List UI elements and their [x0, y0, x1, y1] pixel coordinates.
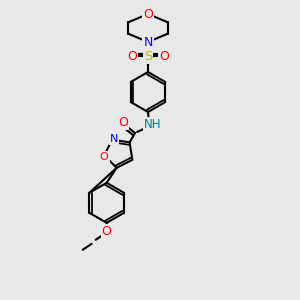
Text: O: O: [143, 8, 153, 20]
Text: N: N: [143, 35, 153, 49]
Text: O: O: [118, 116, 128, 128]
Text: O: O: [100, 152, 109, 162]
Text: O: O: [127, 50, 137, 62]
Text: O: O: [102, 225, 112, 238]
Text: S: S: [144, 50, 152, 62]
Text: O: O: [159, 50, 169, 62]
Text: N: N: [110, 134, 118, 144]
Text: NH: NH: [144, 118, 162, 131]
